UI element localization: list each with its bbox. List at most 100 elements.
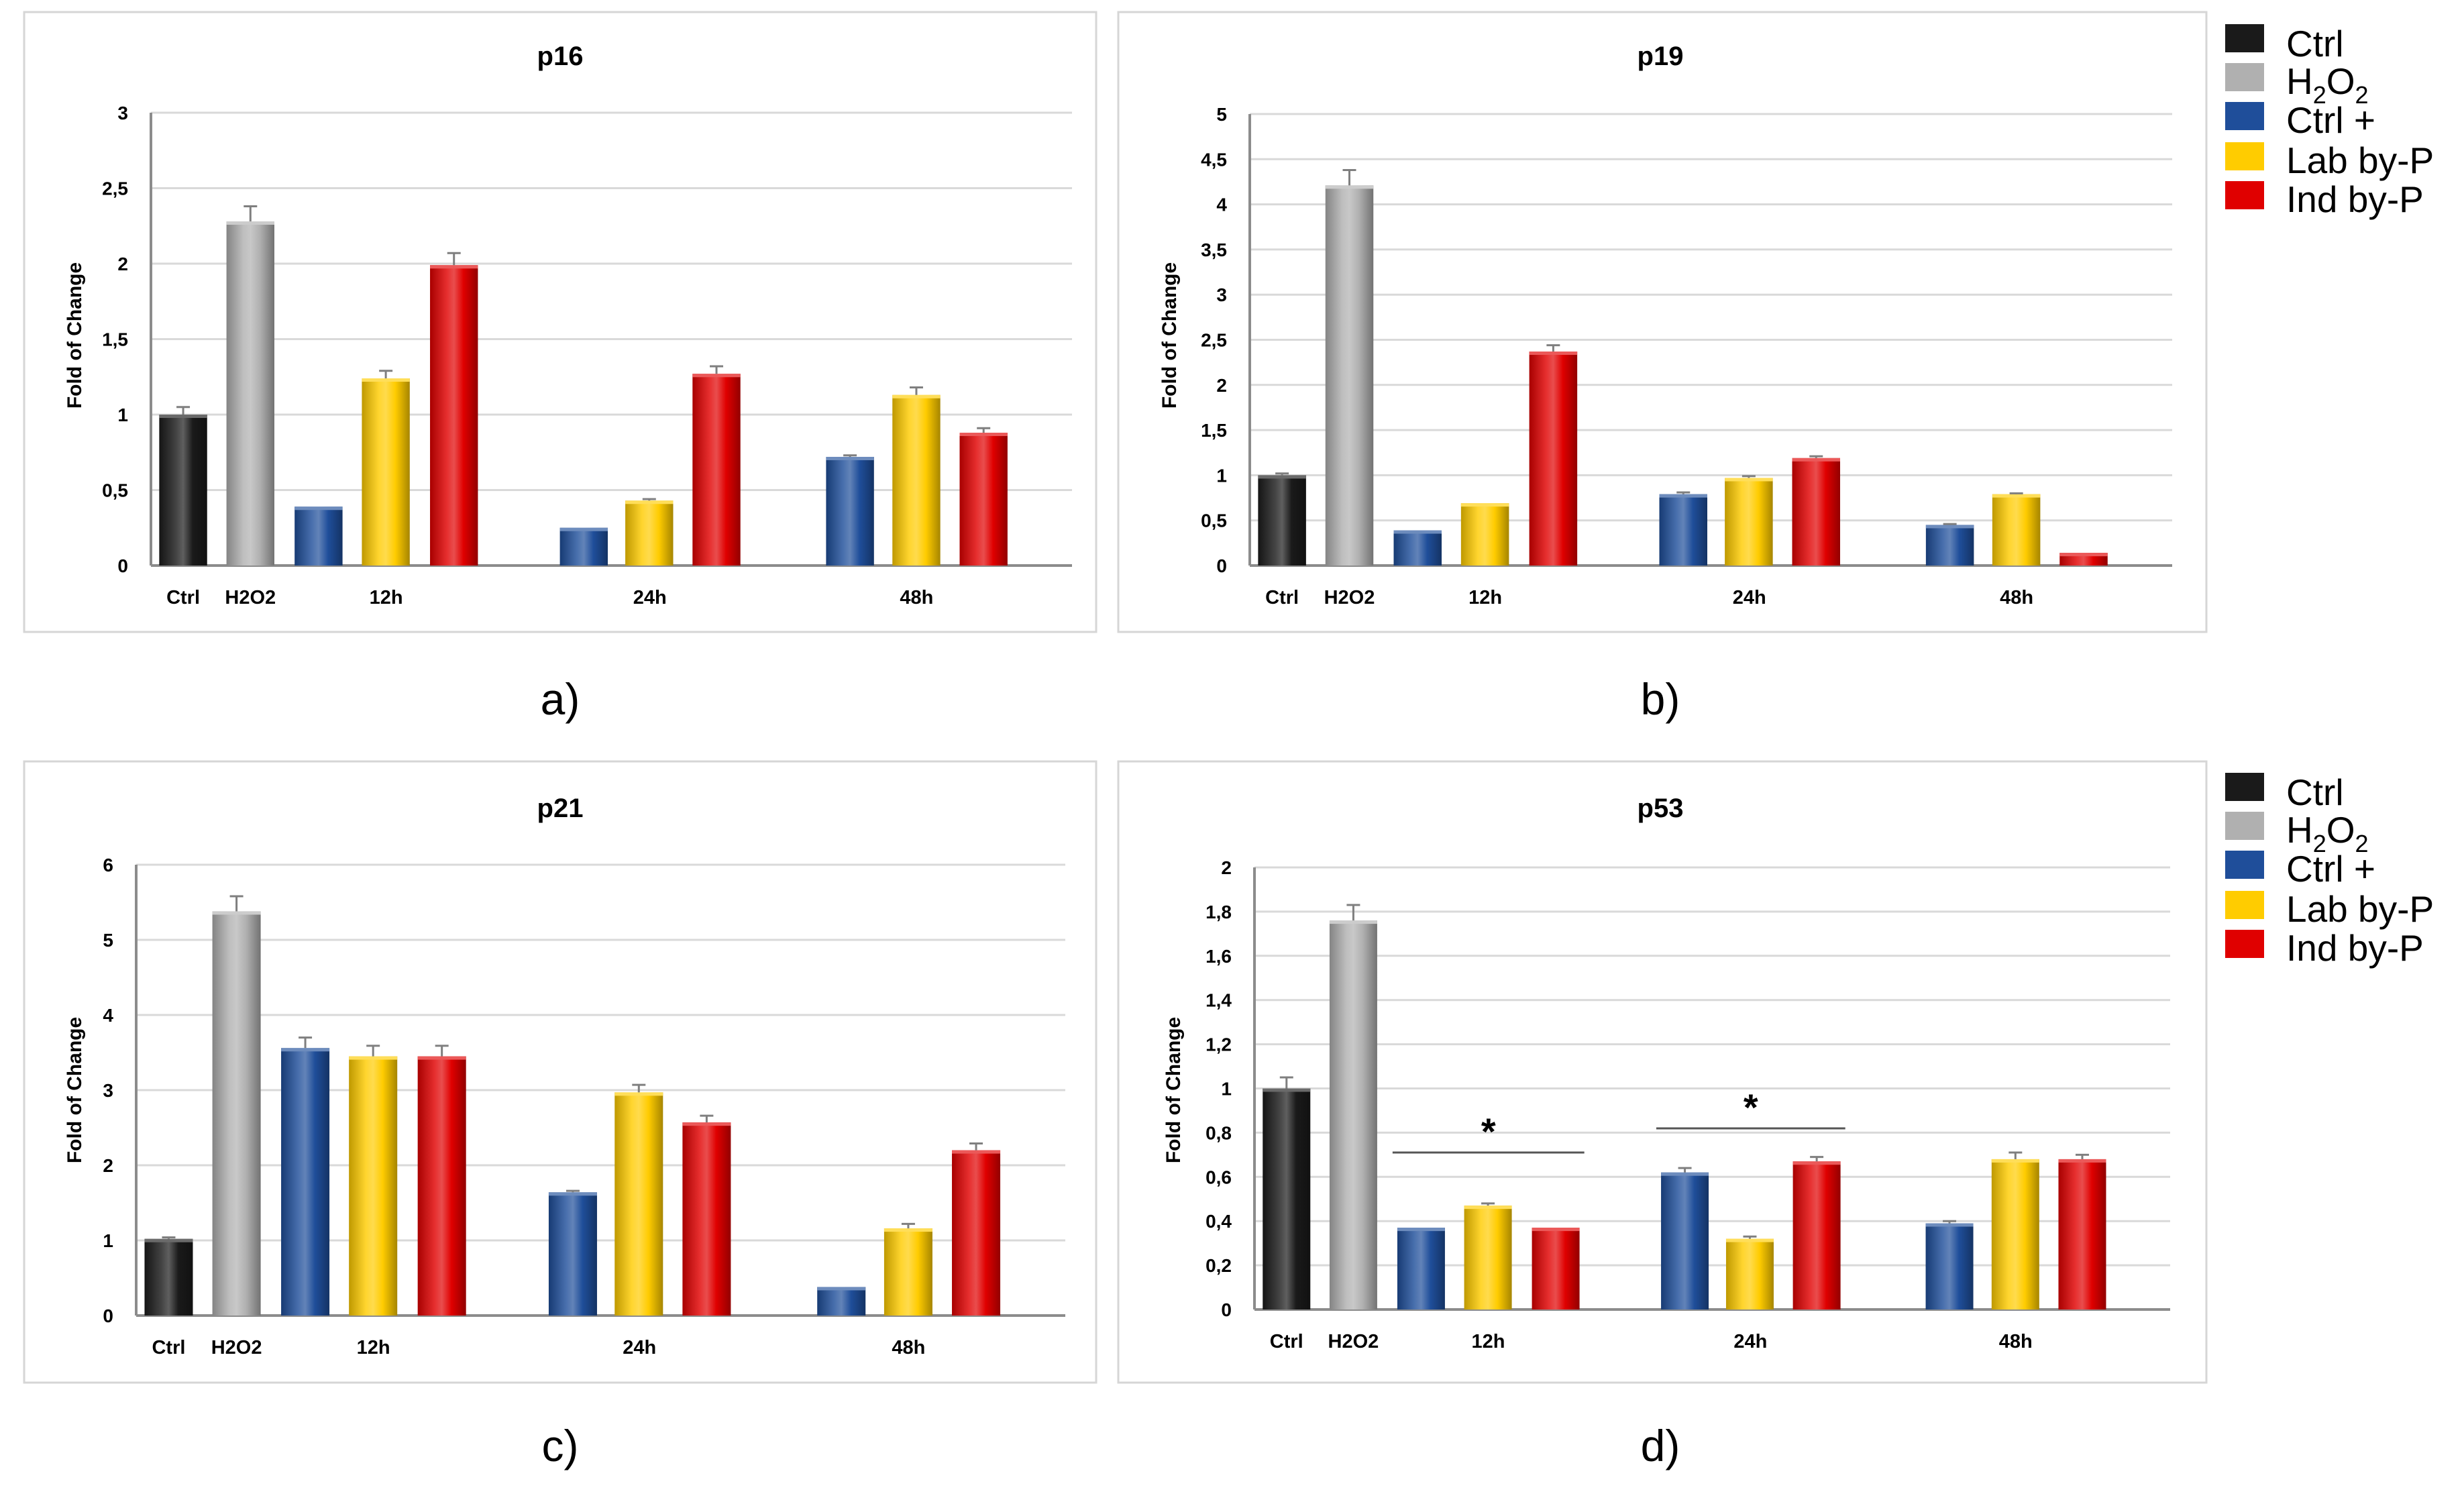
bar-top-highlight (548, 1192, 597, 1196)
bar-24h-ctrl- (559, 527, 608, 566)
x-category-label: Ctrl (1265, 587, 1299, 608)
bar-top-highlight (1532, 1228, 1580, 1232)
legend-label-h2o2: H2O2 (2286, 60, 2369, 109)
bar-top-highlight (1925, 525, 1974, 529)
bar-top-highlight (212, 911, 261, 915)
y-tick-label: 0 (1216, 555, 1227, 576)
x-category-label: 24h (1733, 587, 1766, 608)
x-category-label: Ctrl (1270, 1331, 1303, 1352)
legend-swatch-ctrl-plus (2225, 851, 2264, 879)
y-axis-label: Fold of Change (1163, 1017, 1185, 1163)
bar-48h-lab-by-p (1991, 1159, 2039, 1309)
bar-top-highlight (430, 265, 478, 269)
legend-swatch-ctrl-plus (2225, 102, 2264, 130)
bar-top-highlight (692, 374, 741, 378)
bar-12h-ctrl- (1393, 530, 1442, 566)
bar-48h-ctrl- (817, 1287, 866, 1316)
x-category-label: 24h (1733, 1331, 1767, 1352)
legend-label-ctrl: Ctrl (2286, 771, 2344, 813)
bar-top-highlight (1460, 503, 1509, 507)
y-axis-label: Fold of Change (1159, 262, 1181, 409)
bar-top-highlight (1792, 458, 1840, 462)
bar-48h-ind-by-p (952, 1150, 1001, 1316)
legend-swatch-h2o2 (2225, 63, 2264, 91)
bar-24h-ind-by-p (1792, 1161, 1841, 1309)
x-category-label: 48h (1999, 1331, 2033, 1352)
bar-12h-ctrl- (294, 506, 343, 566)
bar-top-highlight (1925, 1223, 1974, 1227)
y-tick-label: 2,5 (1201, 330, 1227, 351)
x-category-label: H2O2 (1324, 587, 1375, 608)
legend-label-h2o2: H2O2 (2286, 809, 2369, 857)
y-tick-label: 0,4 (1206, 1211, 1232, 1232)
significance-star: * (1744, 1086, 1758, 1128)
legend-top: Ctrl H2O2 Ctrl + Lab by-P Ind by-P (2225, 23, 2434, 220)
y-tick-label: 0,5 (1201, 511, 1227, 531)
bar-top-highlight (1529, 351, 1578, 355)
panel-p19: p19 Fold of Change 0 0,5 1 1,5 2 2,5 3 3,5 4 4,5 5… (1117, 11, 2208, 724)
y-tick-label: 3 (117, 103, 128, 123)
bar-48h-lab-by-p (883, 1228, 932, 1316)
bar-top-highlight (417, 1056, 466, 1060)
bar-top-highlight (1464, 1206, 1512, 1210)
y-tick-label: 0 (103, 1305, 113, 1326)
legend-label-ctrl-plus: Ctrl + (2286, 848, 2375, 890)
bar-top-highlight (1325, 185, 1374, 189)
x-category-label: 48h (2000, 587, 2033, 608)
bar-ctrl-ctrl (1258, 475, 1306, 566)
bar-h2o2-h2o2 (226, 221, 274, 566)
panel-label: d) (1641, 1421, 1680, 1470)
x-category-label: 12h (1468, 587, 1502, 608)
bar-12h-ind-by-p (430, 265, 478, 566)
significance-star: * (1481, 1110, 1496, 1153)
bar-top-highlight (1725, 478, 1773, 482)
y-tick-label: 0,2 (1206, 1255, 1232, 1276)
y-tick-label: 2 (1221, 857, 1232, 878)
legend-bottom: Ctrl H2O2 Ctrl + Lab by-P Ind by-P (2225, 771, 2434, 969)
y-tick-label: 1,8 (1206, 902, 1232, 922)
bar-top-highlight (294, 506, 343, 511)
legend-swatch-ind (2225, 930, 2264, 958)
x-category-label: Ctrl (152, 1337, 185, 1358)
bar-top-highlight (826, 457, 874, 460)
bar-top-highlight (959, 433, 1008, 436)
bar-top-highlight (952, 1150, 1001, 1154)
y-tick-label: 5 (1216, 104, 1227, 125)
bar-12h-ctrl- (1397, 1228, 1445, 1309)
bar-top-highlight (1393, 530, 1442, 534)
y-tick-label: 1,2 (1206, 1034, 1232, 1055)
legend-label-lab: Lab by-P (2286, 888, 2434, 930)
panel-label: b) (1641, 674, 1680, 724)
y-tick-label: 1,5 (1201, 420, 1227, 441)
y-tick-label: 1 (103, 1230, 113, 1251)
x-category-label: 12h (357, 1337, 390, 1358)
x-category-label: Ctrl (166, 587, 200, 608)
bar-24h-lab-by-p (614, 1092, 663, 1316)
legend-label-ind: Ind by-P (2286, 178, 2424, 220)
bar-top-highlight (1397, 1228, 1445, 1232)
bar-top-highlight (144, 1238, 193, 1242)
bar-top-highlight (2058, 1159, 2106, 1163)
bar-12h-lab-by-p (362, 378, 410, 566)
y-tick-label: 0,5 (102, 480, 128, 501)
legend-swatch-ctrl (2225, 773, 2264, 801)
bar-12h-ind-by-p (1532, 1228, 1580, 1309)
legend-label-lab: Lab by-P (2286, 140, 2434, 181)
y-tick-label: 3 (1216, 284, 1227, 305)
y-tick-label: 1,4 (1206, 990, 1232, 1011)
bar-24h-ctrl- (1659, 494, 1707, 566)
bar-top-highlight (1263, 1088, 1311, 1092)
bar-12h-ind-by-p (417, 1056, 466, 1316)
bar-top-highlight (362, 378, 410, 382)
bar-48h-lab-by-p (1992, 494, 2041, 566)
x-category-label: 12h (370, 587, 403, 608)
bar-ctrl-ctrl (144, 1238, 193, 1316)
bar-48h-ind-by-p (2058, 1159, 2106, 1309)
bar-top-highlight (2059, 553, 2108, 557)
panel-label: c) (542, 1421, 579, 1470)
bar-12h-lab-by-p (1460, 503, 1509, 566)
x-category-label: 12h (1472, 1331, 1505, 1352)
bar-24h-lab-by-p (625, 500, 674, 566)
y-tick-label: 5 (103, 930, 113, 951)
bar-48h-ctrl- (826, 457, 874, 566)
